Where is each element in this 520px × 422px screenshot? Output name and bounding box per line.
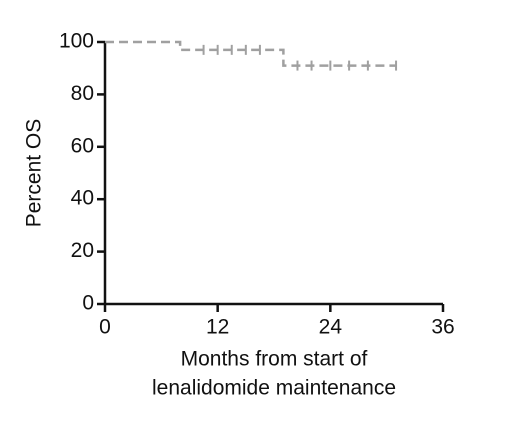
y-tick-label: 0	[82, 292, 94, 315]
x-tick-label: 36	[431, 316, 454, 339]
survival-curve	[105, 40, 397, 67]
y-tick-label: 60	[71, 134, 94, 157]
y-tick-label: 80	[71, 82, 94, 105]
x-axis-label: lenalidomide maintenance	[152, 377, 396, 400]
y-tick-label: 100	[59, 30, 94, 53]
y-tick-label: 40	[71, 187, 94, 210]
y-tick-label: 20	[71, 239, 94, 262]
x-tick-label: 24	[319, 316, 343, 339]
y-axis-label: Percent OS	[23, 119, 46, 228]
x-axis-label: Months from start of	[181, 348, 368, 371]
x-tick-label: 12	[206, 316, 229, 339]
x-tick-label: 0	[99, 316, 111, 339]
